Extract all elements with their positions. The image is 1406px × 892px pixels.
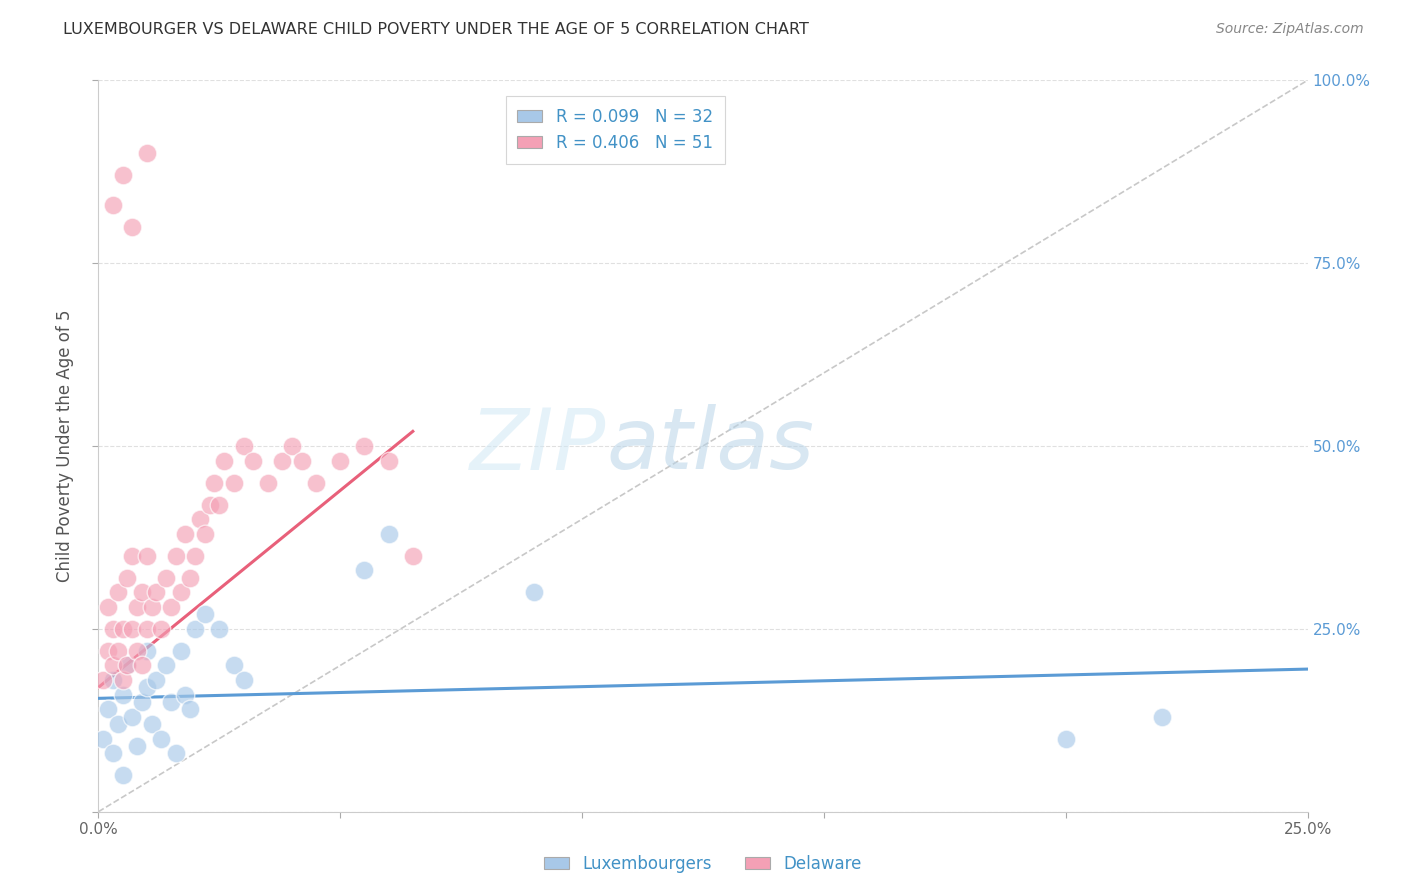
Point xyxy=(150,731,173,746)
Point xyxy=(101,197,124,211)
Point xyxy=(121,622,143,636)
Point xyxy=(107,717,129,731)
Point xyxy=(305,475,328,490)
Point xyxy=(204,475,226,490)
Point xyxy=(141,599,163,614)
Text: LUXEMBOURGER VS DELAWARE CHILD POVERTY UNDER THE AGE OF 5 CORRELATION CHART: LUXEMBOURGER VS DELAWARE CHILD POVERTY U… xyxy=(63,22,808,37)
Point xyxy=(121,549,143,563)
Point xyxy=(179,702,201,716)
Point xyxy=(165,549,187,563)
Point xyxy=(232,439,254,453)
Point xyxy=(111,169,134,183)
Point xyxy=(150,622,173,636)
Point xyxy=(174,688,197,702)
Point xyxy=(131,585,153,599)
Point xyxy=(135,644,157,658)
Point xyxy=(135,146,157,161)
Point xyxy=(135,622,157,636)
Point xyxy=(281,439,304,453)
Point xyxy=(121,219,143,234)
Point xyxy=(208,498,231,512)
Point xyxy=(127,599,149,614)
Point xyxy=(1152,709,1174,723)
Point xyxy=(117,658,139,673)
Point xyxy=(271,453,294,467)
Point xyxy=(145,673,167,687)
Point xyxy=(97,702,120,716)
Point xyxy=(179,571,201,585)
Point xyxy=(174,526,197,541)
Text: atlas: atlas xyxy=(606,404,814,488)
Point xyxy=(101,746,124,760)
Point xyxy=(329,453,352,467)
Point xyxy=(117,571,139,585)
Point xyxy=(135,681,157,695)
Point xyxy=(135,549,157,563)
Legend: Luxembourgers, Delaware: Luxembourgers, Delaware xyxy=(537,848,869,880)
Legend: R = 0.099   N = 32, R = 0.406   N = 51: R = 0.099 N = 32, R = 0.406 N = 51 xyxy=(506,96,724,163)
Point xyxy=(111,688,134,702)
Point xyxy=(194,607,217,622)
Point xyxy=(198,498,221,512)
Point xyxy=(107,644,129,658)
Point xyxy=(377,526,399,541)
Point xyxy=(232,673,254,687)
Text: Source: ZipAtlas.com: Source: ZipAtlas.com xyxy=(1216,22,1364,37)
Point xyxy=(402,549,425,563)
Point xyxy=(101,622,124,636)
Point xyxy=(155,571,177,585)
Point xyxy=(131,695,153,709)
Point xyxy=(169,644,191,658)
Y-axis label: Child Poverty Under the Age of 5: Child Poverty Under the Age of 5 xyxy=(56,310,75,582)
Point xyxy=(165,746,187,760)
Point xyxy=(131,658,153,673)
Point xyxy=(91,673,114,687)
Point xyxy=(127,644,149,658)
Point xyxy=(160,695,183,709)
Text: ZIP: ZIP xyxy=(470,404,606,488)
Point xyxy=(111,768,134,782)
Point xyxy=(353,563,375,577)
Point xyxy=(141,717,163,731)
Point xyxy=(127,739,149,753)
Point xyxy=(101,658,124,673)
Point xyxy=(377,453,399,467)
Point xyxy=(160,599,183,614)
Point xyxy=(107,585,129,599)
Point xyxy=(97,599,120,614)
Point xyxy=(145,585,167,599)
Point xyxy=(353,439,375,453)
Point xyxy=(188,512,211,526)
Point xyxy=(169,585,191,599)
Point xyxy=(111,622,134,636)
Point xyxy=(194,526,217,541)
Point xyxy=(121,709,143,723)
Point xyxy=(117,658,139,673)
Point xyxy=(184,622,207,636)
Point xyxy=(256,475,278,490)
Point xyxy=(212,453,235,467)
Point xyxy=(184,549,207,563)
Point xyxy=(101,673,124,687)
Point xyxy=(91,731,114,746)
Point xyxy=(290,453,312,467)
Point xyxy=(222,658,245,673)
Point xyxy=(208,622,231,636)
Point xyxy=(111,673,134,687)
Point xyxy=(523,585,546,599)
Point xyxy=(155,658,177,673)
Point xyxy=(242,453,264,467)
Point xyxy=(222,475,245,490)
Point xyxy=(97,644,120,658)
Point xyxy=(1054,731,1077,746)
